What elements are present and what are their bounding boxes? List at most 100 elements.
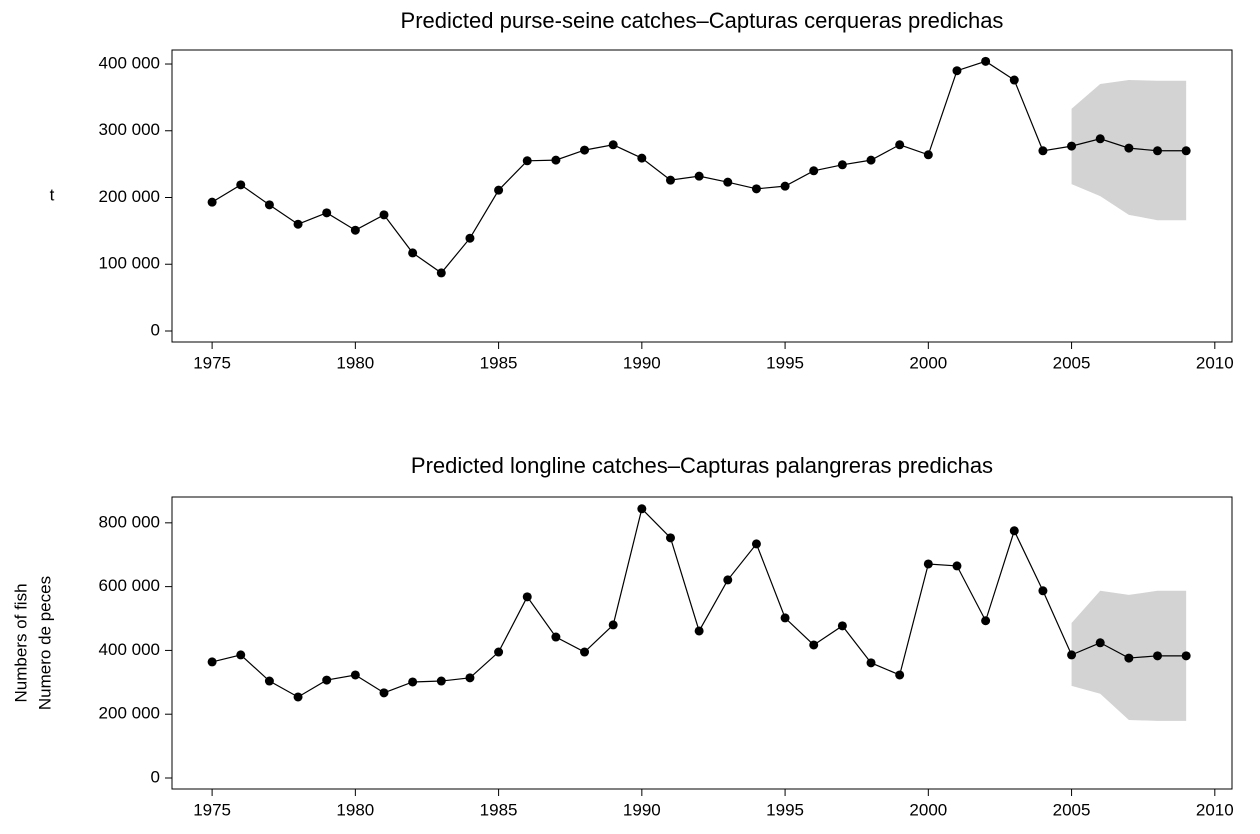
data-point (580, 145, 590, 155)
data-point (379, 688, 389, 698)
data-point (665, 175, 675, 185)
data-point (809, 640, 819, 650)
x-tick-label: 2000 (909, 353, 947, 372)
y-axis-label: t (50, 185, 55, 204)
data-point (494, 185, 504, 195)
data-point (923, 559, 933, 569)
data-point (1124, 653, 1134, 663)
plot-frame (171, 496, 1233, 790)
data-point (837, 621, 847, 631)
x-tick-label: 1985 (480, 353, 518, 372)
x-tick-label: 2000 (909, 800, 947, 819)
data-point (981, 56, 991, 66)
y-tick-label: 100 000 (99, 254, 160, 273)
data-point (322, 675, 332, 685)
data-point (1153, 651, 1163, 661)
data-point (751, 184, 761, 194)
x-tick-label: 2010 (1196, 353, 1234, 372)
data-point (408, 248, 418, 258)
data-point (522, 592, 532, 602)
data-point (436, 268, 446, 278)
x-tick-label: 1990 (623, 353, 661, 372)
data-point (350, 225, 360, 235)
data-point (723, 575, 733, 585)
series-line (211, 60, 1187, 274)
data-point (1067, 141, 1077, 151)
y-tick-label: 800 000 (99, 512, 160, 531)
data-point (751, 539, 761, 549)
data-point (1095, 638, 1105, 648)
data-point (1181, 146, 1191, 156)
y-tick-label: 400 000 (99, 54, 160, 73)
data-point (1038, 146, 1048, 156)
data-point (895, 670, 905, 680)
data-point (1124, 143, 1134, 153)
x-tick-label: 1995 (766, 800, 804, 819)
data-point (866, 155, 876, 165)
data-point (264, 200, 274, 210)
data-point (1067, 650, 1077, 660)
data-point (1009, 75, 1019, 85)
data-point (952, 66, 962, 76)
data-point (322, 208, 332, 218)
series-line (211, 507, 1187, 698)
data-point (895, 140, 905, 150)
data-point (1153, 146, 1163, 156)
data-point (551, 155, 561, 165)
y-tick-label: 600 000 (99, 576, 160, 595)
data-point (522, 156, 532, 166)
data-point (379, 210, 389, 220)
data-point (694, 171, 704, 181)
data-point (780, 613, 790, 623)
data-point (1038, 586, 1048, 596)
x-tick-label: 1980 (336, 353, 374, 372)
chart-title: Predicted purse-seine catches–Capturas c… (401, 8, 1004, 33)
data-point (1095, 134, 1105, 144)
data-point (494, 647, 504, 657)
x-tick-label: 1975 (193, 800, 231, 819)
data-point (723, 177, 733, 187)
y-tick-label: 0 (151, 320, 160, 339)
data-point (608, 140, 618, 150)
data-point (207, 197, 217, 207)
data-point (551, 632, 561, 642)
chart-title: Predicted longline catches–Capturas pala… (411, 453, 993, 478)
x-tick-label: 2005 (1053, 353, 1091, 372)
data-point (694, 626, 704, 636)
data-point (952, 561, 962, 571)
data-point (350, 670, 360, 680)
y-tick-label: 400 000 (99, 640, 160, 659)
x-tick-label: 1975 (193, 353, 231, 372)
data-point (580, 647, 590, 657)
data-point (637, 504, 647, 514)
data-point (981, 616, 991, 626)
y-tick-label: 300 000 (99, 120, 160, 139)
plot-frame (171, 49, 1233, 343)
data-point (264, 676, 274, 686)
x-tick-label: 2005 (1053, 800, 1091, 819)
data-point (665, 533, 675, 543)
data-point (837, 160, 847, 170)
y-tick-label: 200 000 (99, 704, 160, 723)
data-point (236, 180, 246, 190)
data-point (1181, 651, 1191, 661)
data-point (923, 150, 933, 160)
data-point (293, 219, 303, 229)
y-tick-label: 200 000 (99, 187, 160, 206)
data-point (780, 181, 790, 191)
x-tick-label: 1990 (623, 800, 661, 819)
x-tick-label: 2010 (1196, 800, 1234, 819)
y-axis-label: Numero de peces (35, 576, 54, 710)
x-tick-label: 1995 (766, 353, 804, 372)
data-point (293, 692, 303, 702)
y-axis-label: Numbers of fish (11, 583, 30, 702)
data-point (608, 620, 618, 630)
data-point (408, 677, 418, 687)
data-point (465, 233, 475, 243)
data-point (207, 657, 217, 667)
data-point (1009, 526, 1019, 536)
data-point (236, 650, 246, 660)
y-tick-label: 0 (151, 767, 160, 786)
data-point (436, 676, 446, 686)
